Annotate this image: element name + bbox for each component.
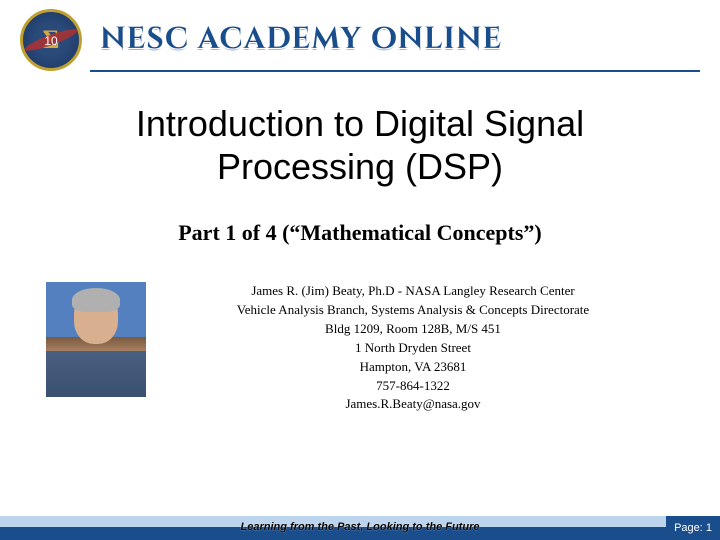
logo-badge-number: 10: [44, 34, 57, 48]
author-row: James R. (Jim) Beaty, Ph.D - NASA Langle…: [30, 282, 690, 414]
author-addr-city: Hampton, VA 23681: [156, 358, 670, 377]
author-org-line: Vehicle Analysis Branch, Systems Analysi…: [156, 301, 670, 320]
footer-tagline: Learning from the Past, Looking to the F…: [0, 521, 720, 533]
presentation-title: Introduction to Digital Signal Processin…: [30, 102, 690, 188]
header: Σ 10 NESC ACADEMY ONLINE: [0, 0, 720, 70]
author-info: James R. (Jim) Beaty, Ph.D - NASA Langle…: [146, 282, 680, 414]
author-email: James.R.Beaty@nasa.gov: [156, 395, 670, 414]
presentation-subtitle: Part 1 of 4 (“Mathematical Concepts”): [30, 220, 690, 246]
nesc-logo: Σ 10: [20, 9, 82, 71]
author-phone: 757-864-1322: [156, 377, 670, 396]
footer-page-number: Page: 1: [666, 516, 720, 540]
main-content: Introduction to Digital Signal Processin…: [0, 72, 720, 414]
author-name-line: James R. (Jim) Beaty, Ph.D - NASA Langle…: [156, 282, 670, 301]
author-photo: [46, 282, 146, 397]
author-addr-bldg: Bldg 1209, Room 128B, M/S 451: [156, 320, 670, 339]
footer: Learning from the Past, Looking to the F…: [0, 516, 720, 540]
author-addr-street: 1 North Dryden Street: [156, 339, 670, 358]
site-title: NESC ACADEMY ONLINE: [100, 20, 502, 60]
